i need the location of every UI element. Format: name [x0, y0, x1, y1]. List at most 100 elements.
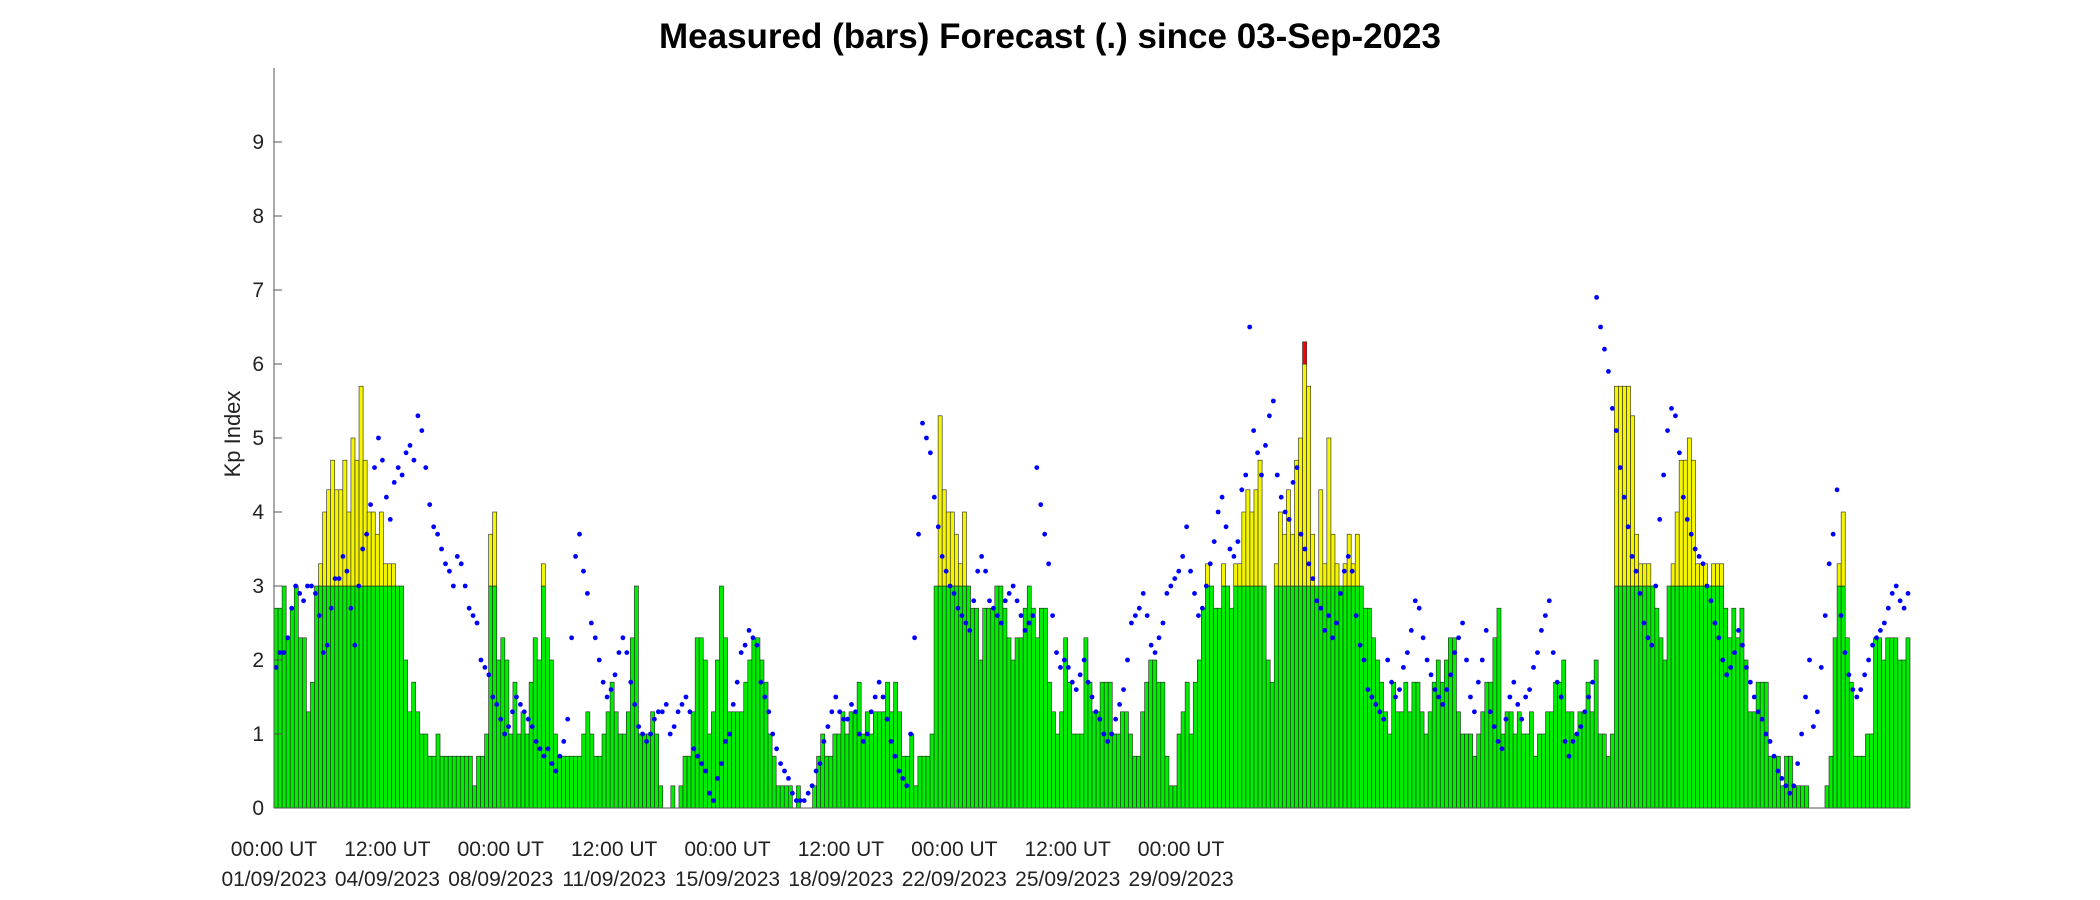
bar-active [1691, 459, 1696, 587]
forecast-point [332, 576, 338, 581]
forecast-point [1550, 650, 1556, 655]
bar-quiet [1869, 733, 1874, 809]
forecast-point [1140, 591, 1146, 596]
bar-quiet [638, 733, 643, 809]
forecast-point [1018, 613, 1024, 618]
forecast-point [1878, 628, 1883, 633]
forecast-point [1180, 554, 1186, 559]
forecast-point [1050, 613, 1055, 618]
forecast-point [1881, 620, 1887, 626]
forecast-point [1298, 531, 1304, 537]
forecast-point [699, 761, 705, 766]
forecast-point [1700, 561, 1706, 567]
forecast-point [691, 746, 697, 752]
bar-active [1233, 563, 1239, 587]
forecast-point [994, 613, 1000, 618]
bar-quiet [1290, 585, 1295, 809]
bar-quiet [1079, 733, 1085, 809]
bar-quiet [1650, 585, 1656, 809]
bar-quiet [1476, 733, 1482, 809]
forecast-point [368, 502, 373, 507]
bar-quiet [1614, 585, 1619, 809]
bar-quiet [334, 585, 340, 809]
forecast-point [1554, 679, 1560, 685]
forecast-point [423, 465, 429, 470]
forecast-point [454, 554, 460, 559]
bar-quiet [763, 681, 769, 809]
forecast-point [387, 517, 393, 522]
forecast-point [1014, 598, 1020, 604]
forecast-point [553, 768, 559, 774]
y-tick-label: 0 [252, 797, 264, 820]
forecast-point [1755, 709, 1761, 715]
bar-active [1634, 533, 1639, 587]
forecast-point [782, 768, 787, 774]
bar-quiet [1573, 733, 1579, 809]
bar-quiet [1767, 755, 1773, 809]
forecast-point [1826, 561, 1832, 567]
bar-quiet [1747, 711, 1753, 809]
bar-quiet [945, 585, 951, 809]
forecast-point [1602, 346, 1607, 352]
bar-active [370, 511, 376, 587]
bar-quiet [1828, 755, 1834, 809]
bar-quiet [1695, 585, 1700, 809]
bar-quiet [1330, 585, 1336, 809]
bar-quiet [1755, 681, 1761, 809]
forecast-point [577, 531, 582, 537]
bar-active [1330, 533, 1336, 587]
bar-quiet [1257, 585, 1263, 809]
forecast-point [1109, 731, 1115, 737]
bar-quiet [613, 711, 619, 809]
bar-quiet [1832, 637, 1838, 809]
bar-quiet [1091, 711, 1097, 809]
forecast-point [1669, 406, 1674, 411]
forecast-point [458, 561, 464, 567]
forecast-point [1337, 591, 1343, 596]
bar-quiet [670, 785, 676, 809]
bar-quiet [561, 755, 566, 809]
forecast-point [316, 613, 322, 618]
forecast-point [829, 709, 835, 715]
bar-quiet [958, 585, 963, 809]
bar-quiet [419, 733, 425, 809]
forecast-point [588, 620, 594, 626]
bar-quiet [901, 755, 907, 809]
forecast-point [1211, 539, 1217, 544]
forecast-point [1408, 628, 1414, 633]
bar-quiet [1439, 681, 1445, 809]
forecast-point [356, 583, 362, 589]
bar-quiet [1492, 637, 1498, 809]
forecast-point [1885, 605, 1891, 611]
bar-quiet [954, 585, 959, 809]
bar-active [1249, 511, 1255, 587]
forecast-point [1404, 650, 1410, 655]
forecast-point [478, 657, 484, 663]
forecast-point [616, 650, 622, 655]
forecast-point [1692, 546, 1698, 552]
bar-quiet [1504, 711, 1510, 809]
forecast-point [695, 753, 701, 759]
bar-quiet [1346, 585, 1352, 809]
forecast-point [1621, 494, 1627, 500]
bar-quiet [342, 585, 348, 809]
bar-quiet [605, 711, 611, 809]
forecast-point [1306, 561, 1312, 567]
bar-quiet [1286, 585, 1291, 809]
forecast-point [1002, 598, 1008, 604]
bar-quiet [986, 607, 992, 809]
x-ticks-layer: 00:00 UT 01/09/2023 12:00 UT 04/09/2023 00:0… [221, 800, 1234, 891]
forecast-point [565, 716, 571, 722]
forecast-point [521, 709, 527, 715]
bar-quiet [771, 755, 777, 809]
bar-active [1245, 489, 1251, 587]
bar-quiet [1237, 585, 1243, 809]
forecast-point [1779, 776, 1785, 781]
forecast-point [726, 731, 732, 737]
bar-quiet [1269, 681, 1275, 809]
forecast-point [793, 798, 799, 803]
forecast-point [1609, 406, 1615, 411]
bar-active [492, 511, 498, 587]
bar-quiet [1367, 607, 1372, 809]
bar-quiet [1172, 785, 1178, 809]
